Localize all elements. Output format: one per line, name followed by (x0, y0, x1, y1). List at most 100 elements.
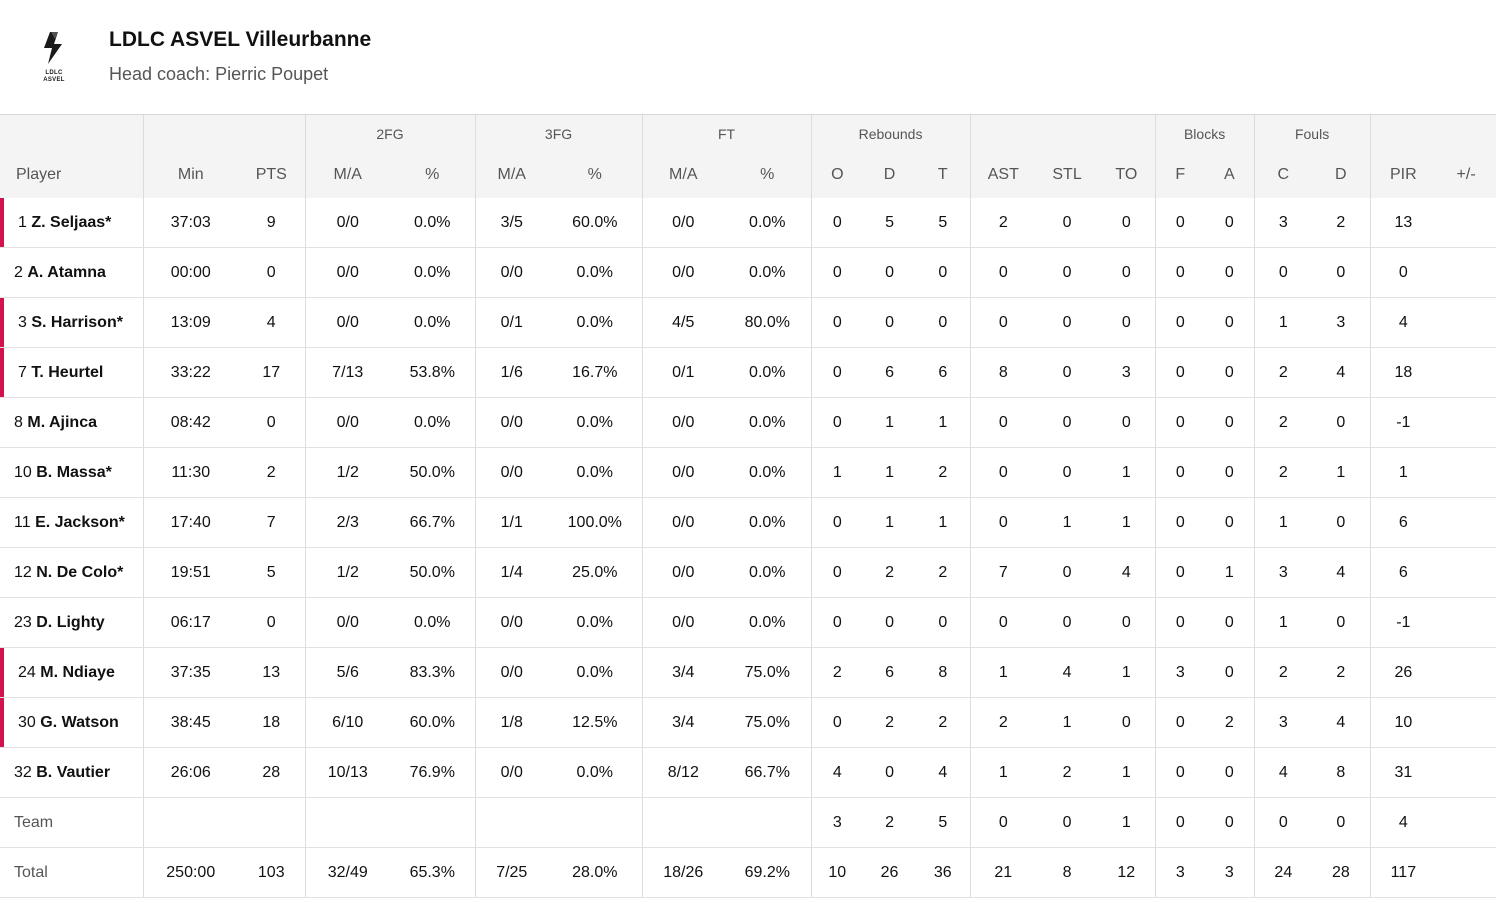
cell-pts: 28 (238, 747, 305, 798)
col-blk-f[interactable]: F (1154, 151, 1206, 198)
player-cell[interactable]: 30 G. Watson (0, 697, 143, 748)
player-cell[interactable]: 2 A. Atamna (0, 247, 143, 298)
col-3fg-pct[interactable]: % (548, 151, 643, 198)
player-row[interactable]: 7 T. Heurtel 33:22 17 7/13 53.8% 1/6 16.7% 0/1 0… (0, 347, 1496, 398)
cell-pts: 4 (238, 297, 305, 348)
player-name-link[interactable]: B. Massa* (36, 463, 112, 481)
cell-ft-ma: 18/26 (641, 847, 725, 898)
cell-ft-pct: 75.0% (724, 697, 812, 748)
cell-ft-ma: 0/0 (641, 198, 725, 248)
cell-pts: 5 (238, 547, 305, 598)
cell-pir: 26 (1369, 647, 1437, 698)
col-2fg-ma[interactable]: M/A (304, 151, 390, 198)
cell-2fg-pct (390, 797, 476, 848)
cell-min: 11:30 (142, 447, 238, 498)
cell-reb-d: 2 (863, 797, 917, 848)
player-name-link[interactable]: B. Vautier (36, 763, 111, 781)
col-3fg-ma[interactable]: M/A (474, 151, 549, 198)
cell-2fg-ma: 5/6 (304, 647, 390, 698)
player-row[interactable]: 30 G. Watson 38:45 18 6/10 60.0% 1/8 12.5% 3/4 7… (0, 697, 1496, 748)
col-pir[interactable]: PIR (1369, 151, 1437, 198)
col-reb-o[interactable]: O (810, 151, 864, 198)
player-cell[interactable]: 23 D. Lighty (0, 597, 143, 648)
player-row[interactable]: 11 E. Jackson* 17:40 7 2/3 66.7% 1/1 100.0% 0/0… (0, 497, 1496, 548)
cell-ast: 0 (969, 397, 1037, 448)
cell-reb-o: 2 (810, 647, 864, 698)
player-cell[interactable]: 1 Z. Seljaas* (0, 198, 143, 248)
player-name-link[interactable]: M. Ndiaye (40, 663, 115, 681)
player-name-link[interactable]: T. Heurtel (31, 363, 104, 381)
cell-to: 12 (1098, 847, 1156, 898)
player-name-link[interactable]: Z. Seljaas* (31, 213, 112, 231)
player-row[interactable]: 8 M. Ajinca 08:42 0 0/0 0.0% 0/0 0.0% 0/0 0.0% 0 1… (0, 397, 1496, 448)
player-row[interactable]: 24 M. Ndiaye 37:35 13 5/6 83.3% 0/0 0.0% 3/4 75.… (0, 647, 1496, 698)
cell-plus-minus (1436, 247, 1496, 298)
cell-reb-t: 2 (916, 547, 971, 598)
player-row[interactable]: 10 B. Massa* 11:30 2 1/2 50.0% 0/0 0.0% 0/0 0.0%… (0, 447, 1496, 498)
player-name-link[interactable]: D. Lighty (36, 613, 105, 631)
col-ast[interactable]: AST (969, 151, 1037, 198)
col-foul-c[interactable]: C (1253, 151, 1313, 198)
cell-2fg-pct: 53.8% (390, 347, 476, 398)
cell-blk-a: 0 (1205, 347, 1255, 398)
player-cell[interactable]: 8 M. Ajinca (0, 397, 143, 448)
col-2fg-pct[interactable]: % (390, 151, 476, 198)
player-row[interactable]: 3 S. Harrison* 13:09 4 0/0 0.0% 0/1 0.0% 4/5 80.… (0, 297, 1496, 348)
col-ft-ma[interactable]: M/A (641, 151, 725, 198)
player-name-link[interactable]: M. Ajinca (27, 413, 97, 431)
player-row[interactable]: 12 N. De Colo* 19:51 5 1/2 50.0% 1/4 25.0% 0/0 0… (0, 547, 1496, 598)
cell-blk-a: 1 (1205, 547, 1255, 598)
cell-2fg-ma: 1/2 (304, 447, 390, 498)
cell-ft-pct: 0.0% (724, 597, 812, 648)
cell-foul-c: 3 (1253, 697, 1313, 748)
cell-ft-pct: 66.7% (724, 747, 812, 798)
player-cell[interactable]: 12 N. De Colo* (0, 547, 143, 598)
col-player[interactable]: Player (0, 151, 143, 198)
cell-blk-a: 0 (1205, 747, 1255, 798)
cell-stl: 0 (1036, 198, 1099, 248)
player-number: 2 (14, 263, 23, 281)
cell-blk-a: 0 (1205, 597, 1255, 648)
cell-ft-pct: 0.0% (724, 447, 812, 498)
col-blk-a[interactable]: A (1205, 151, 1255, 198)
cell-pts (238, 797, 305, 848)
player-row[interactable]: 1 Z. Seljaas* 37:03 9 0/0 0.0% 3/5 60.0% 0/0 0.0… (0, 198, 1496, 248)
group-empty (0, 115, 143, 151)
col-reb-d[interactable]: D (863, 151, 917, 198)
cell-2fg-ma: 2/3 (304, 497, 390, 548)
player-name-link[interactable]: S. Harrison* (31, 313, 123, 331)
col-plus-minus[interactable]: +/- (1436, 151, 1496, 198)
player-cell[interactable]: 32 B. Vautier (0, 747, 143, 798)
cell-2fg-ma: 32/49 (304, 847, 390, 898)
cell-stl: 1 (1036, 497, 1099, 548)
player-cell[interactable]: 10 B. Massa* (0, 447, 143, 498)
cell-3fg-pct: 0.0% (548, 297, 643, 348)
player-cell[interactable]: 3 S. Harrison* (0, 297, 143, 348)
col-ft-pct[interactable]: % (724, 151, 812, 198)
player-name-link[interactable]: E. Jackson* (35, 513, 125, 531)
col-foul-d[interactable]: D (1312, 151, 1371, 198)
col-min[interactable]: Min (142, 151, 238, 198)
cell-reb-t: 2 (916, 697, 971, 748)
player-cell[interactable]: 24 M. Ndiaye (0, 647, 143, 698)
player-cell[interactable]: 11 E. Jackson* (0, 497, 143, 548)
player-name-link[interactable]: N. De Colo* (36, 563, 124, 581)
col-stl[interactable]: STL (1036, 151, 1099, 198)
player-name-link[interactable]: G. Watson (40, 713, 119, 731)
player-row[interactable]: 32 B. Vautier 26:06 28 10/13 76.9% 0/0 0.0% 8/1… (0, 747, 1496, 798)
cell-ast: 2 (969, 198, 1037, 248)
cell-3fg-pct: 25.0% (548, 547, 643, 598)
col-reb-t[interactable]: T (916, 151, 971, 198)
col-pts[interactable]: PTS (238, 151, 305, 198)
player-number: 23 (14, 613, 32, 631)
player-row[interactable]: 23 D. Lighty 06:17 0 0/0 0.0% 0/0 0.0% 0/0 0.0% 0… (0, 597, 1496, 648)
group-fouls: Fouls (1253, 115, 1371, 151)
cell-2fg-ma: 0/0 (304, 397, 390, 448)
player-row[interactable]: 2 A. Atamna 00:00 0 0/0 0.0% 0/0 0.0% 0/0 0.0% 0 0… (0, 247, 1496, 298)
player-cell[interactable]: 7 T. Heurtel (0, 347, 143, 398)
cell-blk-f: 0 (1154, 547, 1206, 598)
logo-text-asvel: ASVEL (43, 77, 65, 83)
player-name-link[interactable]: A. Atamna (27, 263, 106, 281)
col-to[interactable]: TO (1098, 151, 1156, 198)
cell-reb-o: 0 (810, 347, 864, 398)
